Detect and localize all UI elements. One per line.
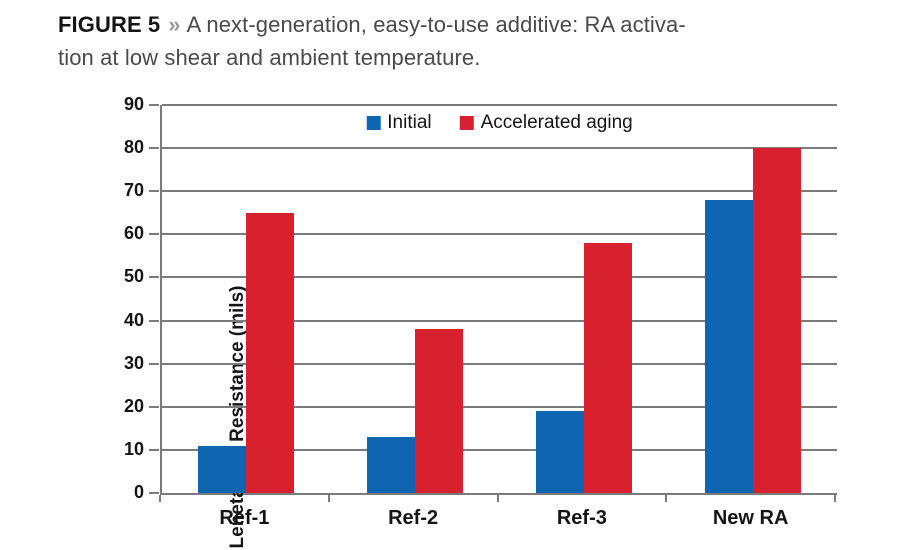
chart-legend: Initial Accelerated aging xyxy=(366,112,633,134)
y-tick-label-10: 10 xyxy=(123,438,144,459)
y-tick-70 xyxy=(149,190,159,193)
x-axis-label-new-ra: New RA xyxy=(712,507,789,529)
gridline-30 xyxy=(162,362,837,365)
y-tick-label-20: 20 xyxy=(123,395,144,416)
bar-accelerated-aging-new-ra xyxy=(752,148,801,493)
gridline-40 xyxy=(162,319,837,322)
y-tick-20 xyxy=(149,405,159,408)
bar-initial-ref-2 xyxy=(367,436,416,493)
legend-marker-accelerated-aging xyxy=(459,116,474,130)
bar-initial-new-ra xyxy=(704,199,753,493)
bar-group-ref-2 xyxy=(331,105,500,493)
y-tick-10 xyxy=(149,448,159,451)
legend-item-initial: Initial xyxy=(366,112,432,134)
figure-caption-line1: A next-generation, easy-to-use additive:… xyxy=(186,12,686,37)
bar-accelerated-aging-ref-1 xyxy=(246,212,295,493)
y-tick-50 xyxy=(149,276,159,279)
bar-group-ref-3 xyxy=(500,105,669,493)
y-tick-label-90: 90 xyxy=(123,94,144,114)
gridline-20 xyxy=(162,405,837,408)
y-tick-label-60: 60 xyxy=(123,223,144,244)
x-axis-label-ref-3: Ref-3 xyxy=(556,507,607,529)
figure-caption-line2: tion at low shear and ambient temperatur… xyxy=(58,45,481,70)
legend-marker-initial xyxy=(366,116,381,130)
x-axis-label-ref-1: Ref-1 xyxy=(219,507,270,529)
x-axis-label-ref-2: Ref-2 xyxy=(388,507,439,529)
legend-item-accelerated-aging: Accelerated aging xyxy=(459,112,633,134)
x-tick-1 xyxy=(327,495,330,502)
y-tick-label-50: 50 xyxy=(123,266,144,287)
bar-group-new-ra xyxy=(668,105,837,493)
gridline-50 xyxy=(162,276,837,279)
y-tick-60 xyxy=(149,233,159,236)
y-tick-40 xyxy=(149,319,159,322)
x-tick-3 xyxy=(665,495,668,502)
y-tick-label-70: 70 xyxy=(123,180,144,201)
x-tick-0 xyxy=(159,495,161,502)
y-tick-0 xyxy=(149,492,159,494)
gridline-60 xyxy=(162,233,837,236)
bar-accelerated-aging-ref-3 xyxy=(583,242,632,493)
y-tick-label-30: 30 xyxy=(123,352,144,373)
bar-accelerated-aging-ref-2 xyxy=(415,329,464,493)
gridline-70 xyxy=(162,190,837,193)
plot-area: Initial Accelerated aging Leneta Sag Resi… xyxy=(160,104,837,548)
bar-group-ref-1 xyxy=(162,105,331,493)
y-tick-label-40: 40 xyxy=(123,309,144,330)
y-tick-80 xyxy=(149,147,159,150)
gridline-10 xyxy=(162,448,837,451)
bar-initial-ref-3 xyxy=(535,411,584,493)
x-tick-2 xyxy=(496,495,499,502)
legend-label-initial: Initial xyxy=(387,112,432,133)
legend-label-accelerated-aging: Accelerated aging xyxy=(480,112,633,133)
y-tick-label-0: 0 xyxy=(133,482,144,502)
x-tick-4 xyxy=(834,495,836,502)
gridline-80 xyxy=(162,147,837,150)
y-tick-30 xyxy=(149,362,159,365)
y-tick-label-80: 80 xyxy=(123,137,144,158)
double-chevron-separator: » xyxy=(168,12,181,37)
gridline-90 xyxy=(162,104,837,106)
figure-label: FIGURE 5 xyxy=(58,12,161,37)
bar-initial-ref-1 xyxy=(198,445,247,493)
figure-caption: FIGURE 5 » A next-generation, easy-to-use … xyxy=(58,8,848,74)
y-tick-90 xyxy=(149,104,159,106)
